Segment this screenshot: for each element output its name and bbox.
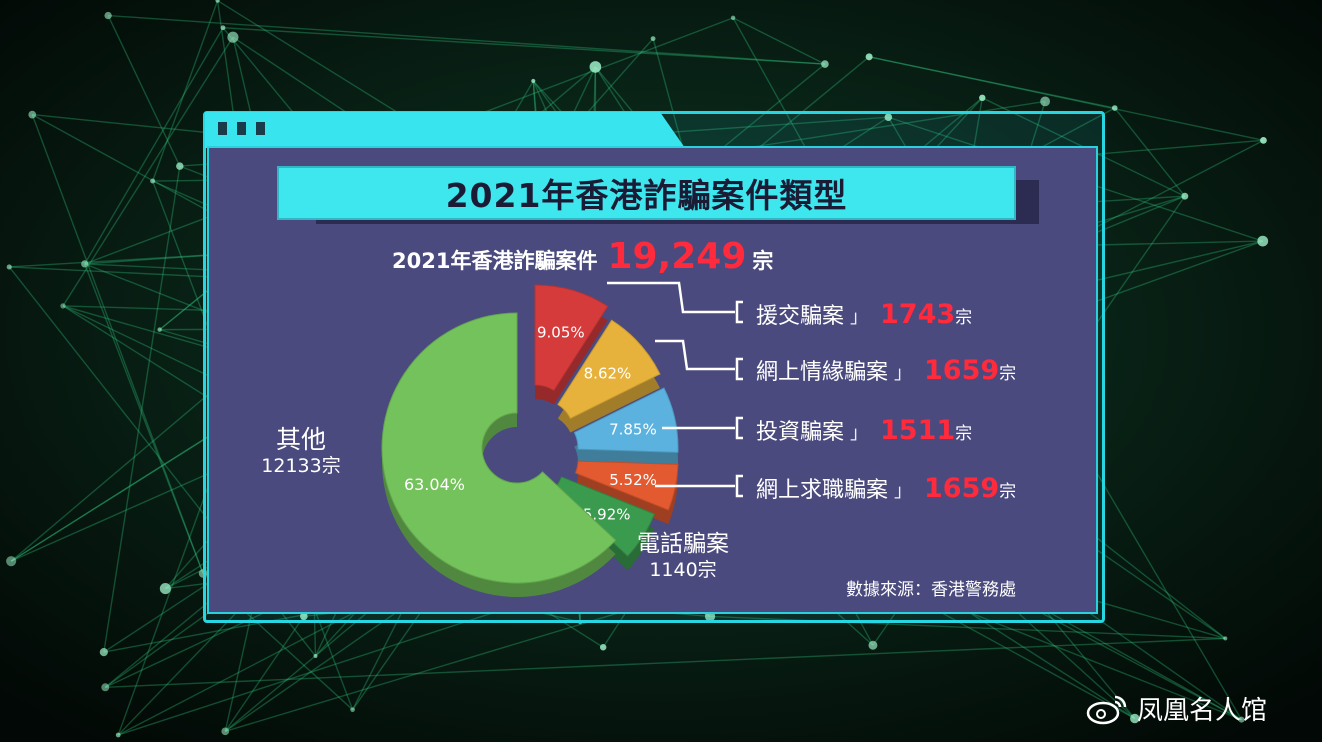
chart-title: 2021年香港詐騙案件類型	[445, 176, 848, 215]
label-investment-unit: 宗	[955, 424, 973, 444]
bracket-open-4	[735, 474, 743, 498]
label-romance-name: 援交騙案	[756, 304, 845, 329]
label-phone: 電話騙案 1140宗	[618, 530, 748, 583]
subtitle-prefix: 2021年香港詐騙案件	[392, 249, 598, 273]
label-investment-value: 1511	[880, 415, 956, 446]
label-other-name: 其他	[275, 425, 326, 454]
subtitle: 2021年香港詐騙案件 19,249 宗	[392, 236, 774, 277]
slice-phone	[553, 476, 656, 557]
label-online-love-name: 網上情緣騙案	[756, 360, 889, 385]
label-job-name: 網上求職騙案	[756, 478, 889, 503]
slice-phone-percent: 5.92%	[583, 505, 631, 523]
slice-romance	[534, 284, 609, 392]
label-investment-bracket: 」	[850, 423, 869, 444]
label-job-bracket: 」	[894, 481, 913, 502]
bracket-open-1	[735, 300, 743, 324]
weibo-icon	[1086, 695, 1127, 724]
label-online-love: 網上情緣騙案 」 1659 宗	[756, 354, 1016, 386]
label-online-love-bracket: 」	[894, 363, 913, 384]
watermark: 凤凰名人馆	[1085, 690, 1267, 727]
label-online-love-unit: 宗	[999, 364, 1017, 384]
label-phone-name: 電話騙案	[637, 531, 729, 557]
data-source: 數據來源：香港警務處	[846, 580, 1016, 600]
total-unit: 宗	[752, 249, 774, 273]
label-romance: 援交騙案 」 1743 宗	[756, 298, 972, 330]
slice-other	[381, 312, 617, 584]
slice-online-love-percent: 8.62%	[584, 365, 632, 383]
bracket-open-3	[735, 416, 743, 440]
label-job-unit: 宗	[999, 482, 1017, 502]
label-other-value: 12133宗	[261, 455, 341, 478]
label-romance-value: 1743	[880, 299, 956, 330]
panel-tab-dots	[218, 122, 265, 135]
slice-job-percent: 5.52%	[609, 471, 657, 489]
watermark-text: 凤凰名人馆	[1137, 696, 1268, 726]
slice-online-love	[557, 319, 661, 420]
bracket-open-2	[735, 357, 743, 381]
pie-chart: 9.05% 8.62% 7.85% 5.52% 5.92% 63.04%	[381, 281, 743, 597]
slice-romance-percent: 9.05%	[537, 324, 585, 342]
label-other: 其他 12133宗	[246, 424, 356, 479]
label-romance-unit: 宗	[955, 308, 973, 328]
slice-investment-percent: 7.85%	[609, 420, 657, 438]
leader-romance	[607, 281, 735, 314]
label-investment-name: 投資騙案	[756, 420, 845, 445]
label-phone-value: 1140宗	[649, 558, 717, 581]
panel-tab	[205, 112, 685, 148]
title-box: 2021年香港詐騙案件類型	[277, 166, 1016, 220]
leader-online-love	[655, 339, 735, 371]
slice-job	[574, 460, 679, 511]
label-online-love-value: 1659	[924, 355, 1000, 386]
total-count: 19,249	[607, 236, 747, 277]
label-romance-bracket: 」	[850, 307, 869, 328]
label-investment: 投資騙案 」 1511 宗	[756, 414, 972, 446]
slice-other-percent: 63.04%	[404, 475, 465, 494]
slice-investment	[573, 387, 679, 453]
label-job: 網上求職騙案 」 1659 宗	[756, 472, 1016, 504]
label-job-value: 1659	[924, 473, 1000, 504]
